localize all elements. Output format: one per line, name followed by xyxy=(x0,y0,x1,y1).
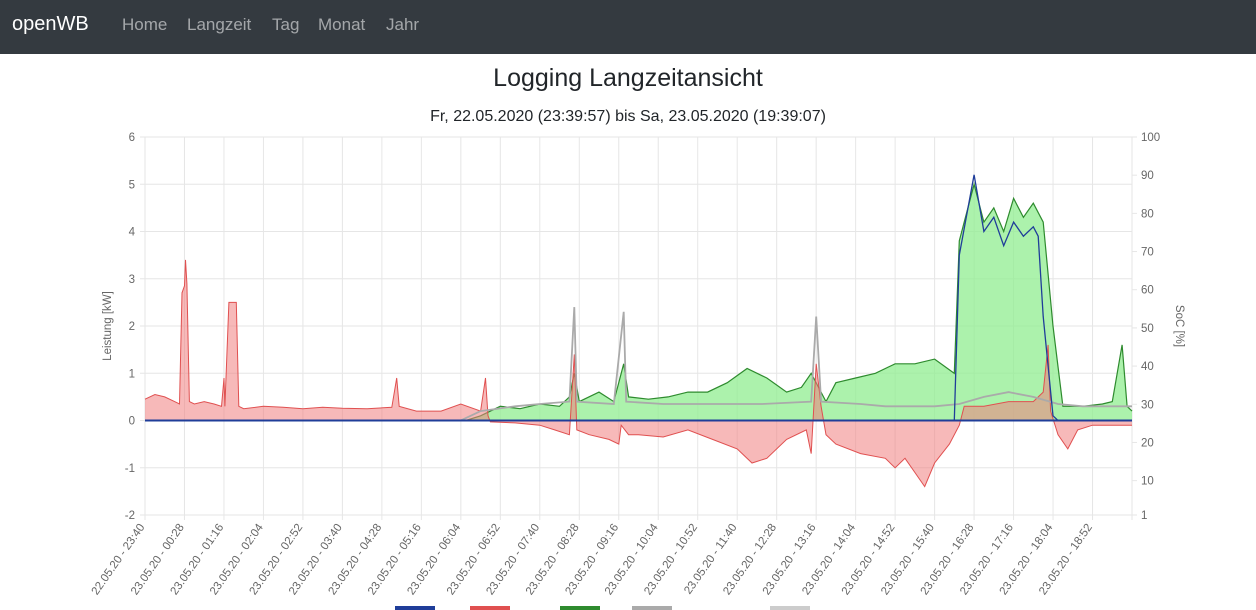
series-pv-area xyxy=(145,184,1132,421)
nav-tag[interactable]: Tag xyxy=(272,15,300,34)
y-tick-left: 3 xyxy=(129,274,135,286)
y-tick-left: -1 xyxy=(125,463,135,475)
y-tick-left: -2 xyxy=(125,510,135,522)
y-tick-left: 5 xyxy=(129,179,135,191)
nav-home[interactable]: Home xyxy=(122,15,168,34)
y-tick-left: 0 xyxy=(129,416,135,428)
series-grid-line xyxy=(144,259,1132,488)
series-ev-line xyxy=(145,174,1132,422)
legend-swatch xyxy=(770,606,810,610)
brand-logo[interactable]: openWB xyxy=(12,13,89,35)
legend-swatch xyxy=(632,606,672,610)
y-tick-left: 2 xyxy=(129,321,135,333)
y-axis-title-right: SoC [%] xyxy=(1173,305,1185,347)
legend-swatch xyxy=(560,606,600,610)
date-range: Fr, 22.05.2020 (23:39:57) bis Sa, 23.05.… xyxy=(430,108,826,125)
y-tick-left: 1 xyxy=(129,368,135,380)
nav-monat[interactable]: Monat xyxy=(318,15,366,34)
series-grid-area xyxy=(145,259,1132,487)
y-tick-right: 70 xyxy=(1141,247,1154,259)
legend-swatch xyxy=(470,606,510,610)
y-tick-left: 4 xyxy=(129,227,136,239)
nav-langzeit[interactable]: Langzeit xyxy=(187,15,252,34)
y-tick-left: 6 xyxy=(129,132,135,144)
y-tick-right: 1 xyxy=(1141,510,1147,522)
y-axis-title-left: Leistung [kW] xyxy=(102,291,114,361)
page-title: Logging Langzeitansicht xyxy=(493,64,763,92)
y-tick-right: 100 xyxy=(1141,132,1160,144)
y-tick-right: 90 xyxy=(1141,170,1154,182)
legend-swatch xyxy=(395,606,435,610)
y-tick-right: 20 xyxy=(1141,437,1154,449)
y-tick-right: 80 xyxy=(1141,208,1154,220)
y-tick-right: 10 xyxy=(1141,476,1154,488)
y-tick-right: 40 xyxy=(1141,361,1154,373)
y-tick-right: 30 xyxy=(1141,399,1154,411)
navbar: openWB Home Langzeit Tag Monat Jahr xyxy=(0,0,1256,54)
series-house-line xyxy=(145,307,1132,422)
y-tick-right: 60 xyxy=(1141,285,1154,297)
y-tick-right: 50 xyxy=(1141,323,1154,335)
nav-jahr[interactable]: Jahr xyxy=(386,15,420,34)
